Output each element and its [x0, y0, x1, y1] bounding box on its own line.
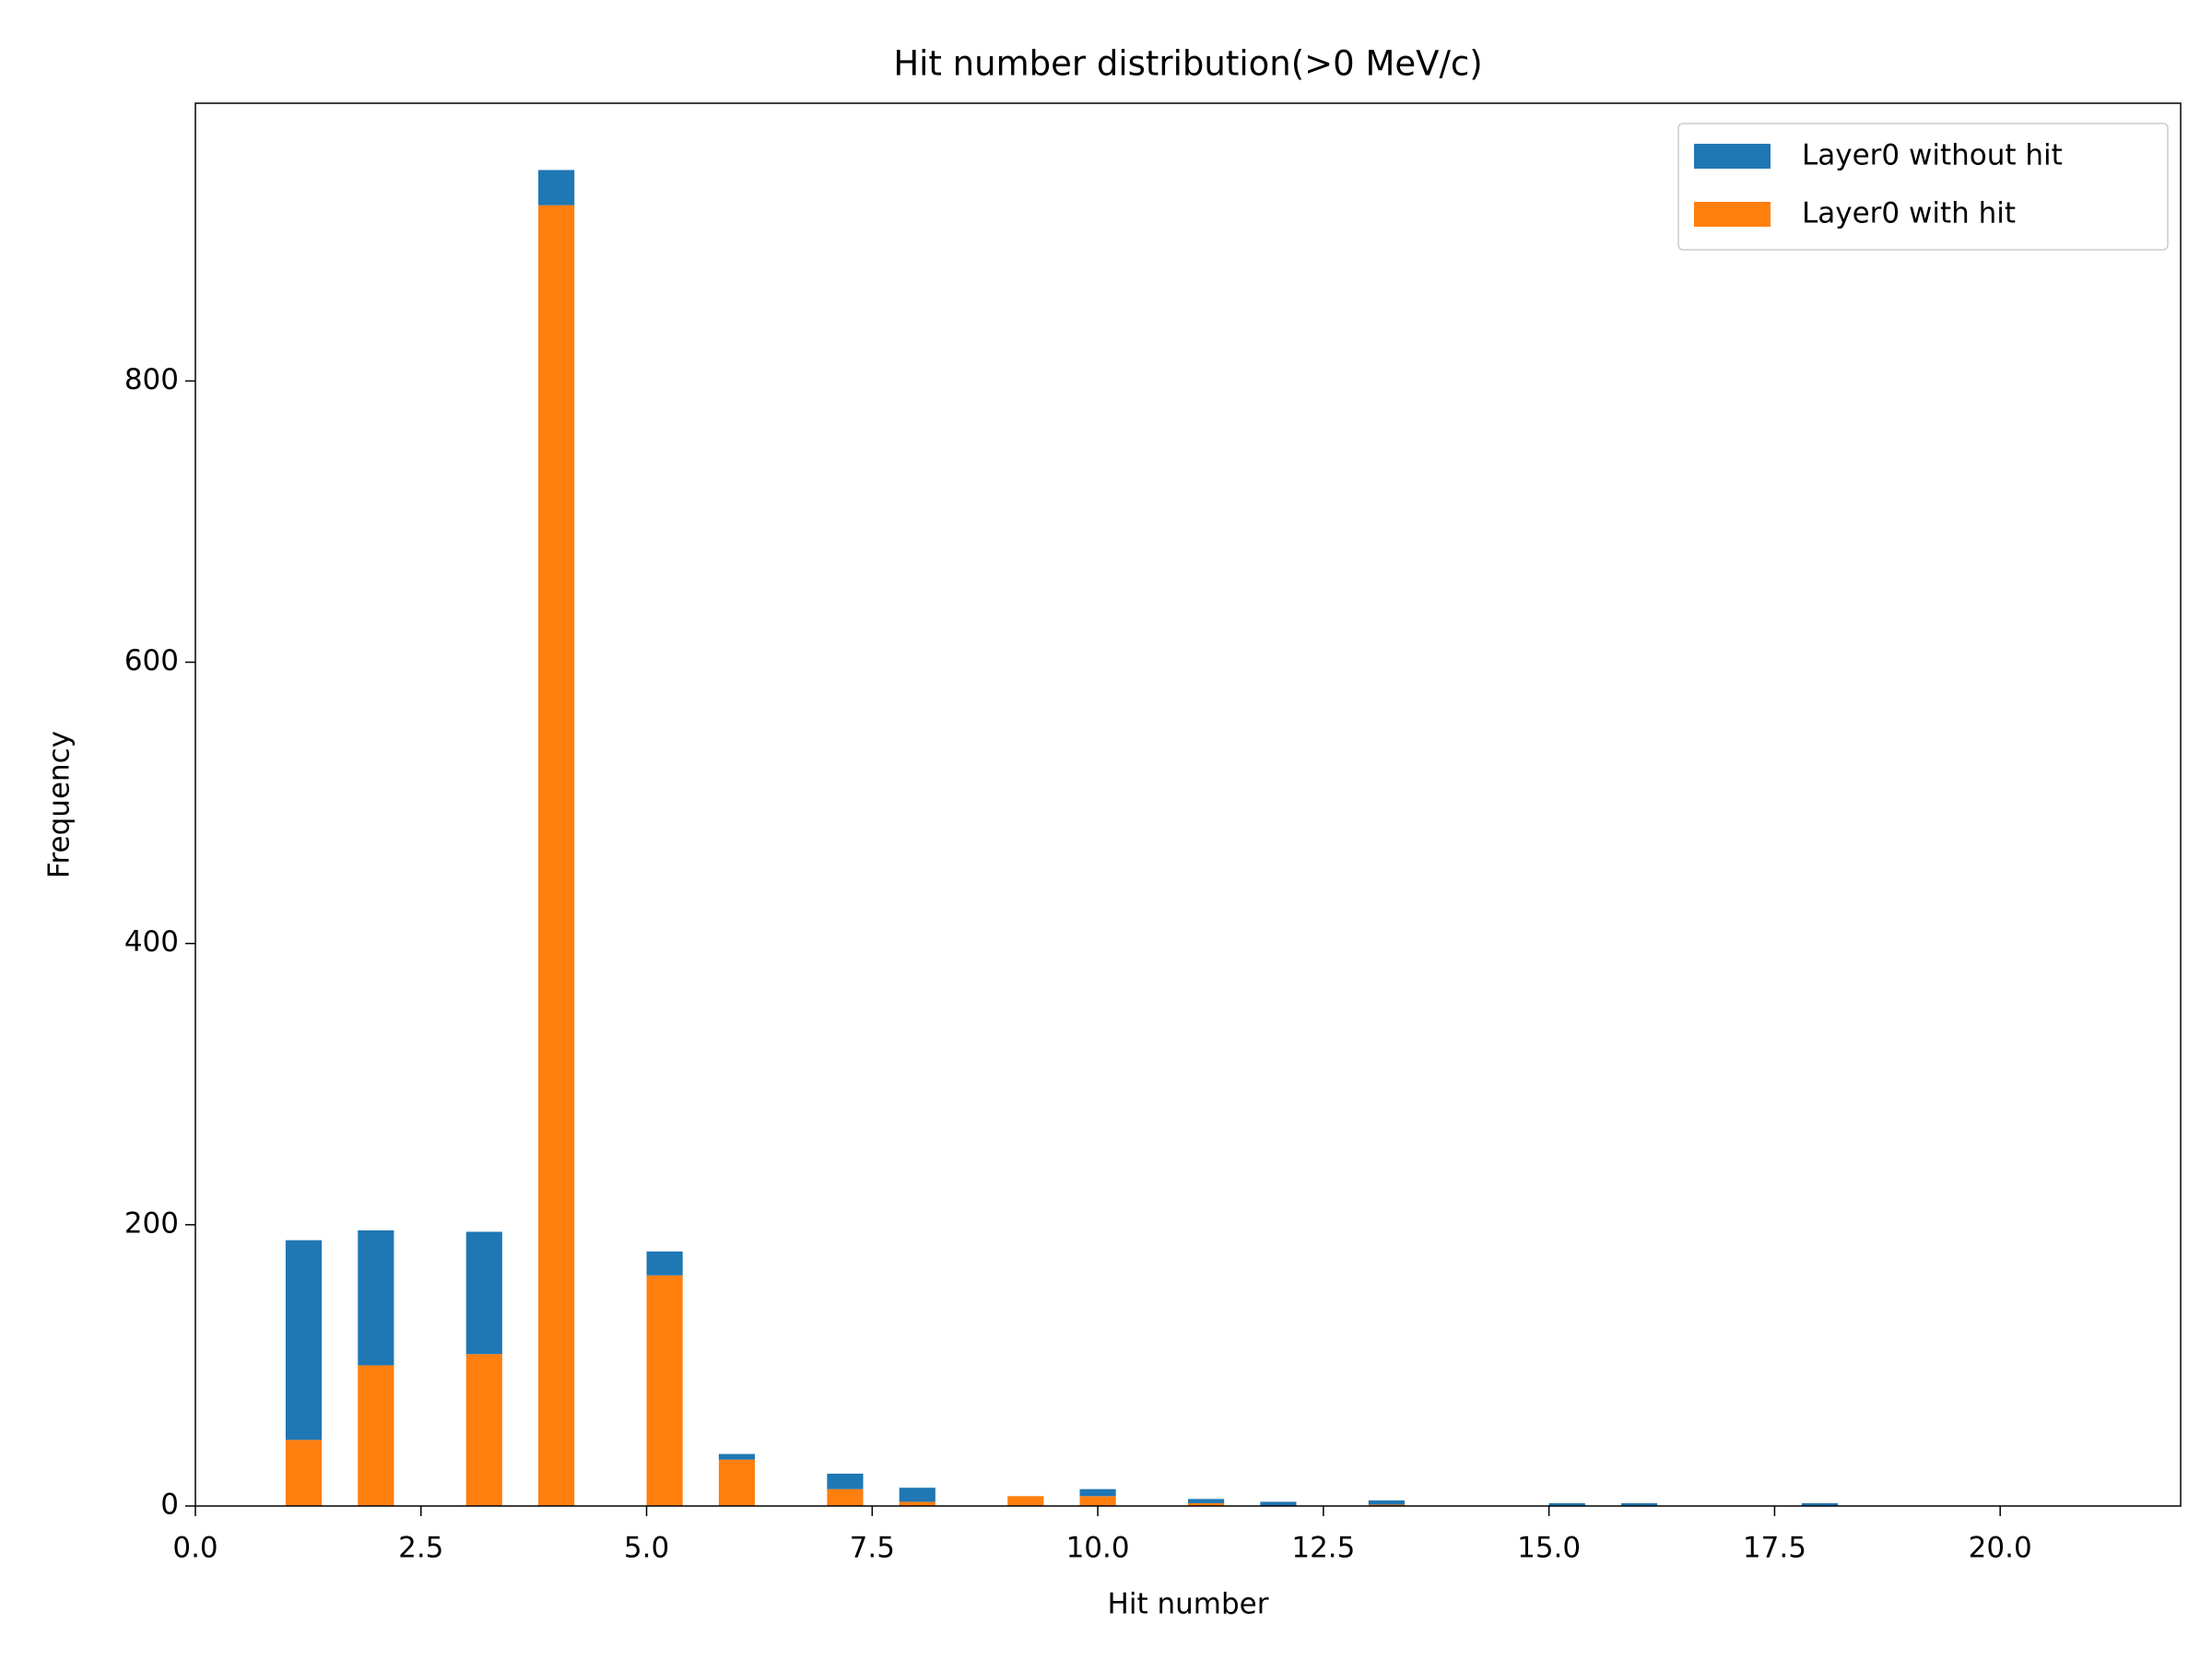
- legend-swatch: [1694, 202, 1771, 227]
- x-tick-label: 17.5: [1743, 1532, 1806, 1565]
- bar: [718, 1459, 756, 1506]
- bar: [285, 1440, 323, 1506]
- bar: [899, 1488, 935, 1502]
- bar: [358, 1230, 394, 1366]
- y-tick-label: 800: [124, 363, 179, 396]
- bar: [718, 1453, 756, 1460]
- bar: [538, 205, 575, 1506]
- bar: [1368, 1500, 1405, 1505]
- bar: [538, 170, 575, 206]
- bar: [1368, 1504, 1405, 1506]
- bar: [646, 1275, 683, 1506]
- bar: [465, 1354, 502, 1506]
- bar: [1260, 1501, 1297, 1506]
- bar: [1620, 1502, 1658, 1506]
- x-axis-label: Hit number: [1108, 1588, 1269, 1621]
- x-tick-label: 15.0: [1517, 1532, 1581, 1565]
- legend-label: Layer0 with hit: [1802, 197, 2016, 230]
- bar: [358, 1365, 394, 1506]
- bar: [827, 1488, 864, 1506]
- x-tick-label: 10.0: [1066, 1532, 1130, 1565]
- bar: [899, 1501, 935, 1506]
- x-tick-label: 0.0: [172, 1532, 218, 1565]
- bar: [1188, 1499, 1225, 1503]
- legend-label: Layer0 without hit: [1802, 139, 2063, 172]
- bar: [1801, 1502, 1838, 1506]
- y-axis-label: Frequency: [43, 731, 76, 878]
- legend-box: [1677, 123, 2169, 251]
- y-tick-label: 400: [124, 925, 179, 959]
- legend-swatch: [1694, 144, 1771, 169]
- chart-title: Hit number distribution(>0 MeV/c): [893, 44, 1482, 84]
- axes-frame: [194, 102, 2182, 1507]
- bar: [1188, 1502, 1225, 1506]
- x-tick-label: 5.0: [624, 1532, 669, 1565]
- bar: [646, 1251, 683, 1276]
- y-tick-label: 600: [124, 644, 179, 677]
- y-tick-label: 0: [160, 1488, 179, 1522]
- bar: [1007, 1496, 1044, 1506]
- y-tick-label: 200: [124, 1206, 179, 1240]
- x-tick-label: 20.0: [1969, 1532, 2032, 1565]
- x-tick-label: 12.5: [1291, 1532, 1355, 1565]
- x-tick-label: 7.5: [850, 1532, 895, 1565]
- bar: [827, 1473, 864, 1489]
- x-tick-label: 2.5: [398, 1532, 443, 1565]
- bar: [1079, 1496, 1116, 1506]
- bar: [285, 1240, 323, 1441]
- bar: [1079, 1488, 1116, 1497]
- bar: [465, 1231, 502, 1355]
- bar: [1548, 1502, 1585, 1506]
